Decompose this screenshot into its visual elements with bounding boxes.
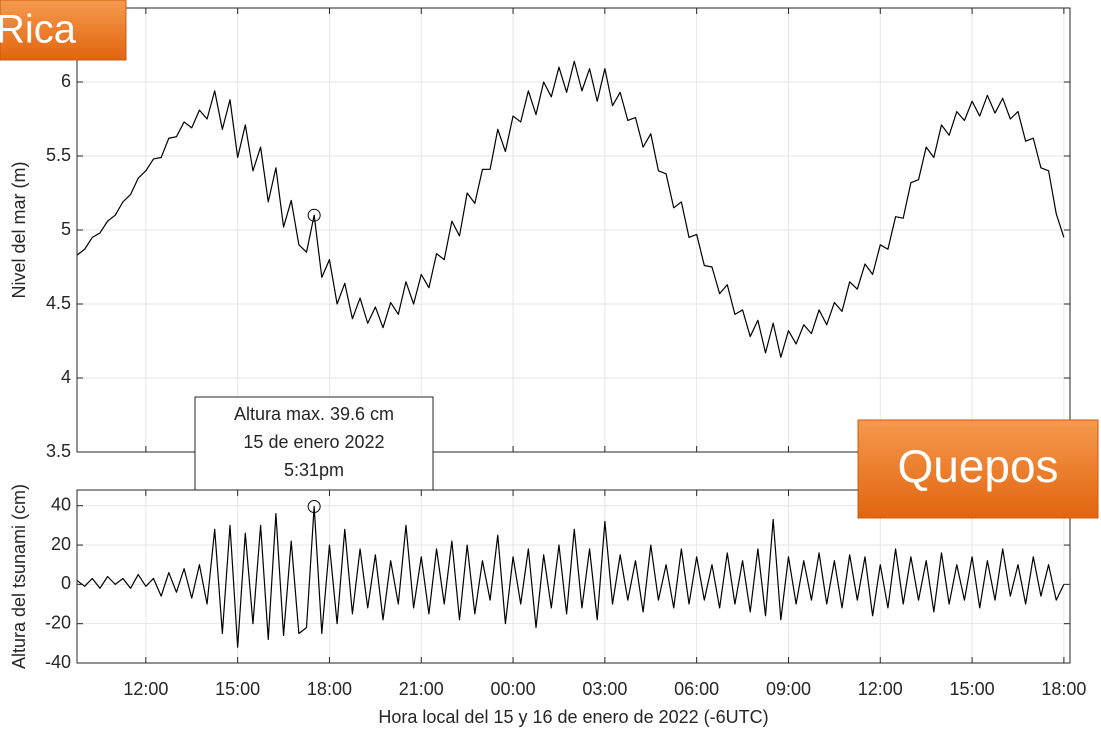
axes-frame (76, 7, 1071, 453)
overlay-box (0, 0, 127, 61)
overlay-label: Rica (0, 8, 77, 52)
y-tick-label: 5.5 (46, 145, 71, 165)
x-tick-label: 06:00 (674, 679, 719, 699)
x-tick-label: 12:00 (123, 679, 168, 699)
plots: 3.5 4 4.5 5 5.5 6 Nivel del mar (m) 12:00 15:00 1… (9, 7, 1086, 727)
annotation-line: 15 de enero 2022 (243, 432, 384, 452)
y-axis-label: Altura del tsunami (cm) (9, 484, 29, 669)
y-tick-label: 4 (61, 367, 71, 387)
y-axis-label: Nivel del mar (m) (9, 161, 29, 298)
y-tick-label: -20 (45, 612, 71, 632)
y-tick-label: 0 (61, 573, 71, 593)
x-tick-label: 15:00 (215, 679, 260, 699)
x-tick-label: 12:00 (858, 679, 903, 699)
data-line (76, 60, 1065, 358)
y-tick-label: 40 (51, 494, 71, 514)
annotation-line: 5:31pm (284, 460, 344, 480)
annotation: Altura max. 39.6 cm 15 de enero 2022 5:3… (194, 396, 434, 491)
x-tick-label: 15:00 (950, 679, 995, 699)
y-tick-label: 4.5 (46, 293, 71, 313)
max-marker (307, 208, 321, 222)
x-axis-label: Hora local del 15 y 16 de enero de 2022 … (378, 707, 768, 727)
annotation-line: Altura max. 39.6 cm (234, 404, 394, 424)
overlay-box (857, 419, 1099, 519)
x-tick-label: 00:00 (491, 679, 536, 699)
y-tick-label: 6 (61, 71, 71, 91)
axes-frame (76, 489, 1071, 664)
x-tick-label: 18:00 (307, 679, 352, 699)
data-line (76, 505, 1065, 648)
max-marker (307, 500, 321, 514)
y-tick-label: 5 (61, 219, 71, 239)
x-tick-label: 09:00 (766, 679, 811, 699)
y-tick-label: 20 (51, 534, 71, 554)
x-tick-label: 21:00 (399, 679, 444, 699)
x-tick-label: 18:00 (1041, 679, 1086, 699)
x-tick-label: 03:00 (582, 679, 627, 699)
annotation-box (194, 396, 434, 491)
overlay-quepos: Quepos (857, 419, 1099, 519)
y-tick-label: -40 (45, 652, 71, 672)
y-tick-label: 3.5 (46, 441, 71, 461)
overlay-rica: Rica (0, 0, 127, 61)
overlay-label: Quepos (897, 440, 1058, 492)
